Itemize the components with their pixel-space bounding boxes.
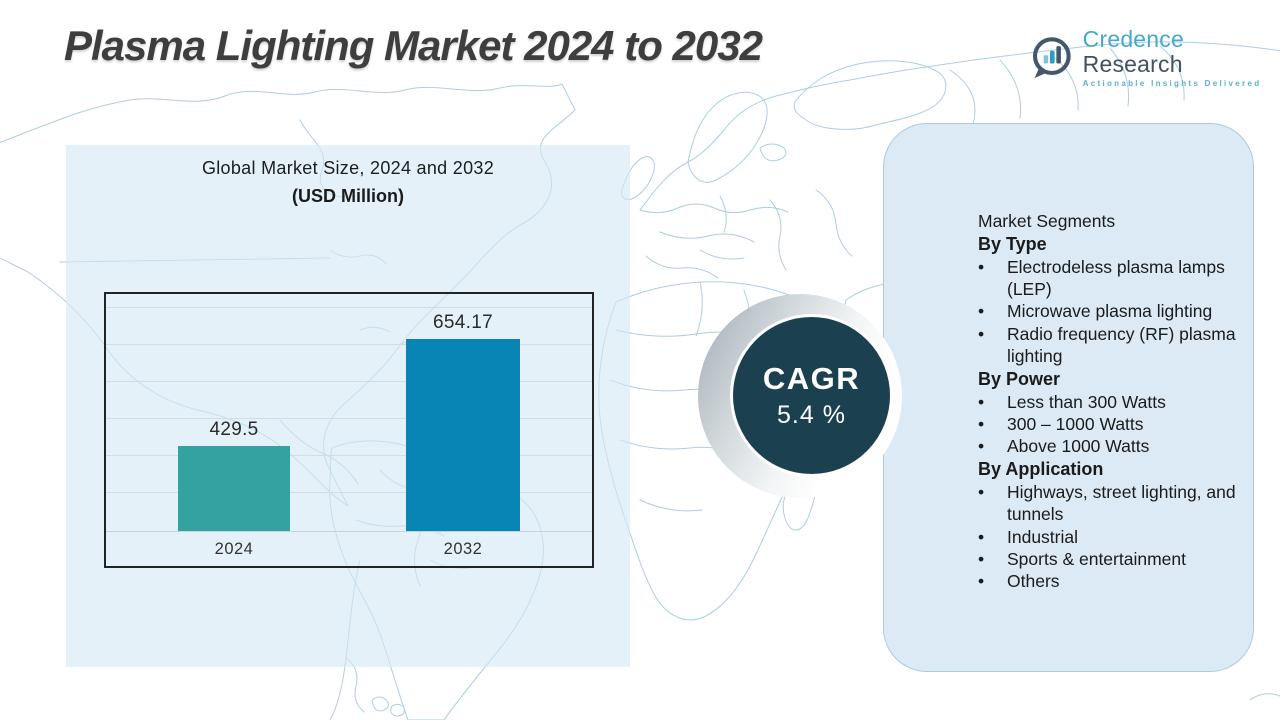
segment-item-text: Above 1000 Watts bbox=[1007, 436, 1150, 457]
segment-item-text: Less than 300 Watts bbox=[1007, 391, 1166, 412]
segment-item-list: • Highways, street lighting, and tunnels •… bbox=[978, 481, 1249, 593]
segment-item-text: Highways, street lighting, and tunnels bbox=[1007, 481, 1236, 525]
bullet-marker: • bbox=[978, 571, 985, 592]
segments-heading: Market Segments bbox=[978, 211, 1116, 231]
gridline bbox=[106, 381, 592, 382]
chart-title-line1: Global Market Size, 2024 and 2032 bbox=[201, 158, 495, 178]
bullet-marker: • bbox=[978, 413, 985, 434]
page-title: Plasma Lighting Market 2024 to 2032 bbox=[64, 22, 763, 69]
segment-item-text: Microwave plasma lighting bbox=[1007, 301, 1213, 322]
segment-item: • Above 1000 Watts bbox=[978, 435, 1249, 457]
logo-name-primary: Credence bbox=[1082, 26, 1184, 52]
bar-value-2024: 429.5 bbox=[209, 419, 259, 440]
cagr-value: 5.4 % bbox=[777, 401, 846, 429]
bar-2032 bbox=[406, 339, 520, 531]
bar-2024 bbox=[178, 446, 290, 531]
gridline bbox=[106, 455, 592, 456]
bullet-marker: • bbox=[978, 323, 985, 344]
gridline bbox=[106, 418, 592, 419]
segment-item-text: Electrodeless plasma lamps (LEP) bbox=[1007, 256, 1225, 299]
gridline bbox=[106, 307, 592, 308]
segment-item-text: 300 – 1000 Watts bbox=[1007, 413, 1144, 434]
bar-column-2024: 429.5 bbox=[178, 419, 290, 531]
bar-chart-bubble-icon bbox=[1032, 36, 1071, 78]
segment-item: • Less than 300 Watts bbox=[978, 391, 1249, 413]
logo-name: Credence Research bbox=[1083, 27, 1280, 77]
bullet-marker: • bbox=[978, 256, 985, 277]
cagr-badge: CAGR 5.4 % bbox=[730, 314, 893, 477]
cagr-label: CAGR bbox=[762, 361, 861, 396]
bar-value-2032: 654.17 bbox=[433, 312, 493, 333]
bar-column-2032: 654.17 bbox=[406, 312, 520, 531]
segment-group-title: By Application bbox=[978, 458, 1104, 479]
bar-chart: 429.5 654.17 2024 2032 bbox=[104, 292, 594, 568]
x-axis-line bbox=[106, 531, 592, 532]
bullet-marker: • bbox=[978, 436, 985, 457]
chart-backdrop-panel bbox=[66, 145, 630, 667]
segment-item-text: Sports & entertainment bbox=[1007, 548, 1186, 569]
x-tick-2024: 2024 bbox=[214, 540, 254, 558]
segment-item: • Radio frequency (RF) plasma lighting bbox=[978, 323, 1249, 368]
chart-title-line2: (USD Million) bbox=[292, 186, 404, 206]
gridline bbox=[106, 492, 592, 493]
segment-item-text: Others bbox=[1007, 571, 1060, 592]
segment-item: • Electrodeless plasma lamps (LEP) bbox=[978, 256, 1249, 301]
segment-item: • Sports & entertainment bbox=[978, 548, 1249, 570]
segments-content: Market Segments By Type • Electrodeless pl… bbox=[884, 124, 1253, 593]
bullet-marker: • bbox=[978, 481, 985, 502]
bullet-marker: • bbox=[978, 391, 985, 412]
credence-research-logo: Credence Research Actionable Insights De… bbox=[1030, 27, 1280, 88]
bullet-marker: • bbox=[978, 301, 985, 322]
segment-item: • Microwave plasma lighting bbox=[978, 300, 1249, 322]
segment-item: • 300 – 1000 Watts bbox=[978, 413, 1249, 435]
bullet-marker: • bbox=[978, 526, 985, 547]
segments-groups: By Type • Electrodeless plasma lamps (LEP)… bbox=[978, 233, 1249, 593]
gridline bbox=[106, 344, 592, 345]
x-tick-2032: 2032 bbox=[443, 540, 483, 558]
logo-text: Credence Research Actionable Insights De… bbox=[1082, 27, 1280, 89]
segment-item: • Highways, street lighting, and tunnels bbox=[978, 481, 1249, 526]
bullet-marker: • bbox=[978, 548, 985, 569]
segment-item-list: • Less than 300 Watts • 300 – 1000 Watts • Ab… bbox=[978, 391, 1249, 458]
segment-group-title: By Type bbox=[978, 233, 1047, 254]
chart-title: Global Market Size, 2024 and 2032 (USD M… bbox=[66, 158, 630, 207]
segment-group-title: By Power bbox=[978, 368, 1061, 389]
segment-item: • Others bbox=[978, 570, 1249, 592]
logo-tagline: Actionable Insights Delivered bbox=[1082, 79, 1262, 88]
segment-item-text: Radio frequency (RF) plasma lighting bbox=[1007, 323, 1236, 367]
segment-item-list: • Electrodeless plasma lamps (LEP) • Microw… bbox=[978, 256, 1249, 368]
segment-item: • Industrial bbox=[978, 526, 1249, 548]
logo-name-secondary: Research bbox=[1082, 51, 1183, 77]
segment-item-text: Industrial bbox=[1007, 526, 1079, 547]
market-segments-panel: Market Segments By Type • Electrodeless pl… bbox=[883, 123, 1254, 672]
